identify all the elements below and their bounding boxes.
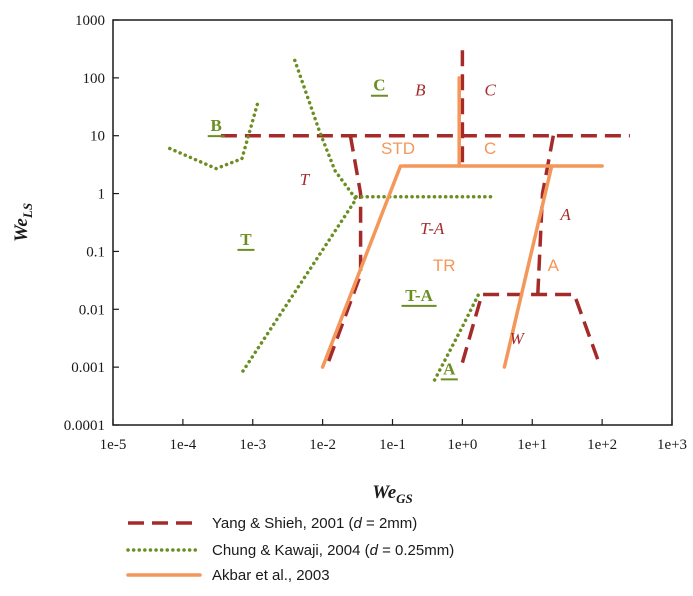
x-tick-label: 1e+0 (447, 437, 477, 453)
region-label: C (485, 80, 497, 99)
legend-label: Chung & Kawaji, 2004 (d = 0.25mm) (212, 542, 454, 559)
y-tick-label: 0.01 (79, 302, 105, 318)
tick-labels: 1e-5 1e-4 1e-3 1e-2 1e-1 1e+0 1e+1 1e+2 1e+3 0.00… (64, 13, 687, 453)
y-tick-label: 1000 (75, 13, 105, 29)
legend-label-rest: = 0.25mm) (378, 542, 454, 559)
boundary-line (502, 164, 554, 369)
x-tick-label: 1e+1 (517, 437, 547, 453)
region-label: T (300, 170, 311, 189)
y-tick-label: 10 (90, 129, 105, 145)
y-axis-title-main: We (11, 218, 32, 242)
boundary-line (460, 292, 601, 364)
series-akbar (320, 76, 604, 369)
x-tick-label: 1e-3 (239, 437, 266, 453)
y-tick-label: 0.001 (71, 360, 105, 376)
region-label: C (484, 139, 496, 158)
legend-label-rest: = 2mm) (362, 515, 417, 532)
legend-label-main: Yang & Shieh, 2001 ( (212, 515, 354, 532)
legend-label-main: Akbar et al., 2003 (212, 567, 330, 584)
boundary-line (432, 292, 481, 382)
x-tick-label: 1e+3 (657, 437, 687, 453)
region-label: A (443, 359, 456, 378)
x-tick-label: 1e-5 (100, 437, 127, 453)
y-tick-label: 100 (83, 71, 106, 87)
series-chung-kawaji (168, 58, 498, 382)
legend-label: Akbar et al., 2003 (212, 567, 330, 584)
x-axis-title-sub: GS (396, 491, 413, 506)
y-tick-label: 1 (98, 187, 106, 203)
region-labels: B C T T-A A B C T T-A A W STD C TR A (207, 76, 571, 381)
region-label: T-A (405, 286, 433, 305)
region-label: W (510, 329, 526, 348)
legend: Yang & Shieh, 2001 (d = 2mm)Chung & Kawa… (126, 515, 454, 584)
y-axis-title: WeLS (11, 203, 35, 242)
boundary-line (326, 135, 363, 364)
x-tick-label: 1e-1 (379, 437, 406, 453)
region-label: B (415, 80, 426, 99)
boundary-line (320, 164, 403, 369)
x-tick-label: 1e+2 (587, 437, 617, 453)
region-label: TR (433, 256, 456, 275)
boundary-line (536, 135, 556, 295)
plot-axes (112, 19, 673, 426)
y-tick-label: 0.0001 (64, 418, 105, 434)
boundary-line (168, 99, 261, 171)
legend-label-italic: d (370, 542, 379, 559)
series-yang-shieh (220, 50, 630, 364)
region-label: STD (381, 139, 415, 158)
series-layer (168, 50, 630, 382)
plot-frame (112, 19, 673, 426)
x-tick-label: 1e-4 (170, 437, 197, 453)
region-label: T-A (420, 219, 445, 238)
boundary-line (240, 58, 359, 375)
legend-label-main: Chung & Kawaji, 2004 ( (212, 542, 370, 559)
x-tick-label: 1e-2 (309, 437, 336, 453)
region-label: C (373, 76, 385, 95)
region-label: B (211, 116, 222, 135)
y-tick-label: 0.1 (86, 244, 105, 260)
x-axis-title-main: We (372, 482, 396, 503)
legend-label: Yang & Shieh, 2001 (d = 2mm) (212, 515, 417, 532)
x-axis-title: WeGS (372, 482, 413, 506)
region-label: A (548, 256, 560, 275)
y-axis-title-sub: LS (20, 203, 35, 219)
region-label: T (240, 230, 252, 249)
region-label: A (559, 205, 571, 224)
legend-label-italic: d (354, 515, 363, 532)
